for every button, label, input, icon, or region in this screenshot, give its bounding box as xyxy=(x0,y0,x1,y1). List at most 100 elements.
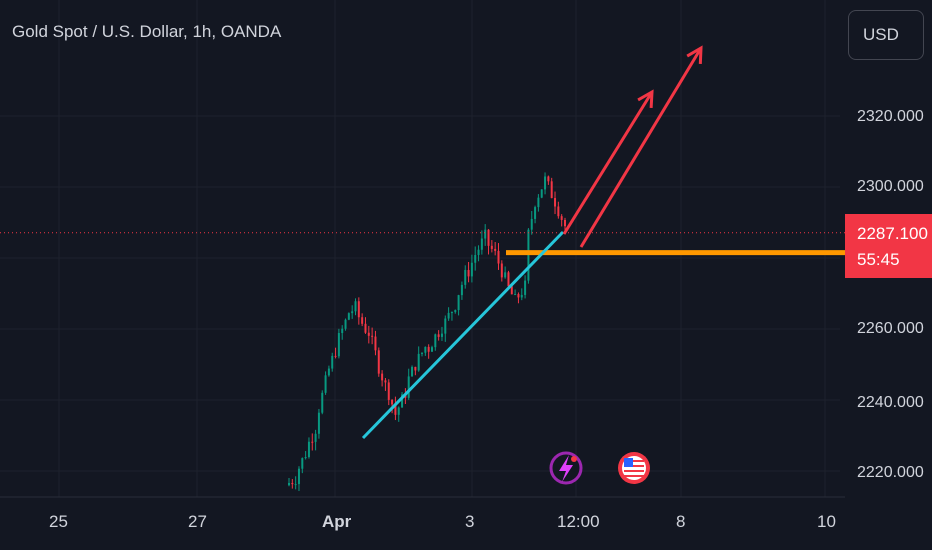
candle-body xyxy=(334,355,337,357)
x-tick-label: 12:00 xyxy=(557,512,600,531)
candle-body xyxy=(560,216,563,220)
candle-body xyxy=(460,284,463,296)
candle-body xyxy=(550,181,553,199)
candle-body xyxy=(421,352,424,354)
candle-body xyxy=(324,375,327,393)
grid-lines xyxy=(0,0,845,498)
candle-body xyxy=(544,176,547,190)
candle-body xyxy=(540,189,543,198)
candle-body xyxy=(470,262,473,277)
candle-body xyxy=(517,294,520,298)
arrow-head xyxy=(637,89,654,109)
x-tick-label: 10 xyxy=(817,512,836,531)
y-tick-label: 2300.000 xyxy=(857,178,924,195)
candle-body xyxy=(444,318,447,334)
candle-body xyxy=(440,333,443,337)
candle-body xyxy=(347,313,350,320)
candle-body xyxy=(397,407,400,415)
candle-body xyxy=(288,482,290,486)
candle-body xyxy=(454,310,457,313)
x-tick-label: 8 xyxy=(676,512,686,531)
candle-body xyxy=(494,248,497,251)
candle-body xyxy=(407,376,410,398)
trendline[interactable] xyxy=(361,230,565,440)
x-tick-label: Apr xyxy=(322,512,352,531)
candle-body xyxy=(564,219,566,227)
arrow-head xyxy=(686,45,703,65)
us-flag-event-icon[interactable] xyxy=(618,452,650,484)
candle-body xyxy=(467,269,470,277)
candle-body xyxy=(424,346,427,353)
projection-arrows[interactable] xyxy=(562,45,703,248)
candle-body xyxy=(381,373,384,381)
candle-body xyxy=(317,412,320,434)
candle-body xyxy=(291,482,294,485)
candle-body xyxy=(304,457,307,459)
candle-body xyxy=(530,218,533,230)
candle-body xyxy=(510,286,513,295)
candle-body xyxy=(490,245,493,249)
candle-body xyxy=(377,350,380,374)
candle-body xyxy=(474,255,477,263)
candle-body xyxy=(520,294,523,298)
last-price-tag: 2287.100 55:45 xyxy=(845,214,932,278)
candle-body xyxy=(430,347,433,352)
candle-body xyxy=(480,238,483,250)
candle-body xyxy=(457,295,460,311)
x-tick-label: 3 xyxy=(465,512,475,531)
y-tick-label: 2240.000 xyxy=(857,394,924,411)
candle-body xyxy=(557,206,560,217)
candle-body xyxy=(464,269,467,285)
candle-body xyxy=(547,176,550,182)
candle-body xyxy=(477,249,480,256)
candle-body xyxy=(437,334,440,337)
candle-body xyxy=(361,317,364,324)
candle-body xyxy=(500,263,503,278)
candle-body xyxy=(554,198,557,207)
candle-body xyxy=(401,394,404,408)
candle-body xyxy=(341,328,344,334)
candle-body xyxy=(314,433,317,442)
candle-body xyxy=(394,404,397,415)
candle-body xyxy=(327,368,330,376)
candle-body xyxy=(357,301,360,318)
candle-body xyxy=(307,441,310,458)
candle-body xyxy=(367,332,370,336)
candle-body xyxy=(294,484,297,486)
candle-body xyxy=(417,353,420,371)
bar-countdown-label: 55:45 xyxy=(857,250,900,269)
candle-body xyxy=(497,250,500,264)
candle-body xyxy=(311,441,314,443)
candle-body xyxy=(384,380,387,383)
candle-body xyxy=(321,392,324,413)
currency-selector[interactable]: USD xyxy=(848,10,924,60)
candle-body xyxy=(427,346,430,352)
candle-body xyxy=(374,336,377,351)
y-tick-label: 2220.000 xyxy=(857,464,924,481)
x-tick-label: 25 xyxy=(49,512,68,531)
y-tick-label: 2260.000 xyxy=(857,320,924,337)
candle-body xyxy=(484,229,487,239)
candle-body xyxy=(450,312,453,314)
candle-body xyxy=(337,333,340,357)
candle-body xyxy=(364,323,367,333)
candle-body xyxy=(344,319,347,329)
candle-body xyxy=(354,301,357,312)
candle-body xyxy=(534,207,537,219)
y-tick-label: 2320.000 xyxy=(857,108,924,125)
candle-body xyxy=(537,197,540,208)
candle-body xyxy=(351,311,354,314)
candle-body xyxy=(391,399,394,405)
candle-body xyxy=(487,229,490,246)
projection-arrow[interactable] xyxy=(579,47,703,248)
x-tick-label: 27 xyxy=(188,512,207,531)
lightning-event-icon[interactable] xyxy=(549,451,583,485)
last-price-label: 2287.100 xyxy=(857,224,928,243)
candle-body xyxy=(414,366,417,371)
projection-arrow[interactable] xyxy=(562,91,654,235)
candle-body xyxy=(297,468,300,485)
candle-body xyxy=(514,294,517,296)
candle-body xyxy=(504,272,507,278)
chart-title: Gold Spot / U.S. Dollar, 1h, OANDA xyxy=(12,22,282,41)
